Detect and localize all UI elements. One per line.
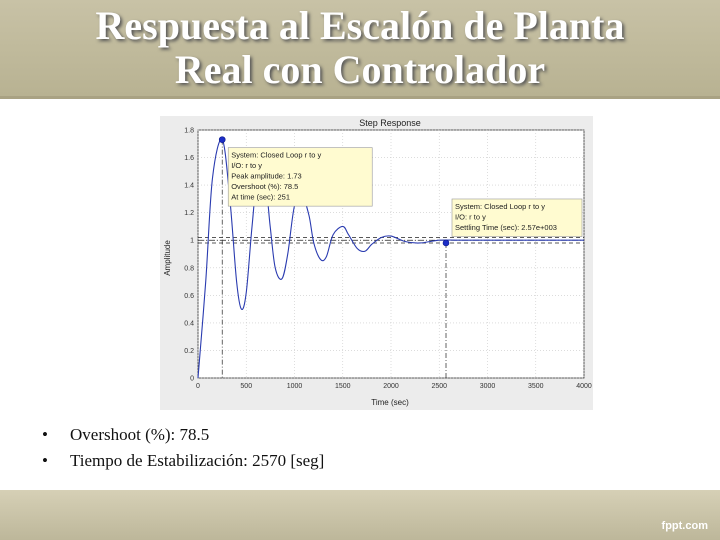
- slide-title-line-1: Respuesta al Escalón de Planta: [95, 3, 625, 48]
- y-tick-label: 1.4: [184, 183, 194, 190]
- data-tip-box: [451, 198, 583, 237]
- x-tick-label: 2500: [431, 383, 447, 390]
- y-tick-label: 0.6: [184, 293, 194, 300]
- data-tip-text: I/O: r to y: [231, 161, 262, 170]
- bullet-list: • Overshoot (%): 78.5 • Tiempo de Estabili…: [42, 422, 324, 474]
- title-band: [0, 0, 720, 99]
- x-tick-label: 0: [196, 383, 200, 390]
- slide-title-line-2: Real con Controlador: [174, 47, 546, 92]
- x-tick-label: 3500: [528, 383, 544, 390]
- data-tip-text: Peak amplitude: 1.73: [231, 172, 301, 181]
- data-tip-text: System: Closed Loop r to y: [231, 151, 321, 160]
- x-tick-label: 500: [240, 383, 252, 390]
- y-tick-label: 0.4: [184, 320, 194, 327]
- step-response-chart: Step Response Time (sec) Amplitude 0 500 1…: [163, 118, 592, 407]
- data-tip-marker: [442, 239, 450, 247]
- y-tick-label: 1.6: [184, 155, 194, 162]
- bullet-text: Overshoot (%): 78.5: [70, 425, 210, 444]
- bullet-marker: •: [42, 451, 48, 470]
- y-tick-label: 0.8: [184, 265, 194, 272]
- bullet-text: Tiempo de Estabilización: 2570 [seg]: [70, 451, 325, 470]
- data-tip-text: Overshoot (%): 78.5: [231, 182, 298, 191]
- data-tip-marker: [218, 136, 226, 143]
- x-tick-label: 3000: [480, 383, 496, 390]
- footer-band: fppt.com: [0, 490, 720, 540]
- step-response-line: [197, 138, 584, 379]
- y-axis-label: Amplitude: [163, 240, 172, 276]
- bullet-item-settling-time: • Tiempo de Estabilización: 2570 [seg]: [42, 448, 324, 474]
- y-tick-label: 1: [190, 238, 194, 245]
- chart-title: Step Response: [359, 118, 421, 128]
- data-tip-text: I/O: r to y: [455, 212, 486, 221]
- x-tick-label: 2000: [383, 383, 399, 390]
- x-tick-label: 1000: [287, 383, 303, 390]
- data-tip-text: System: Closed Loop r to y: [455, 202, 545, 211]
- y-tick-label: 0.2: [184, 348, 194, 355]
- bullet-item-overshoot: • Overshoot (%): 78.5: [42, 422, 324, 448]
- data-tip-text: At time (sec): 251: [231, 193, 290, 202]
- data-tip-text: Settling Time (sec): 2.57e+003: [455, 223, 557, 232]
- x-tick-label: 1500: [335, 383, 351, 390]
- x-tick-label: 4000: [576, 383, 592, 390]
- slide-title: Respuesta al Escalón de Planta Real con …: [0, 4, 720, 92]
- x-axis-label: Time (sec): [371, 398, 409, 407]
- y-tick-label: 1.2: [184, 210, 194, 217]
- data-tip-box: [227, 147, 373, 207]
- step-response-figure: Step Response Time (sec) Amplitude 0 500 1…: [160, 116, 593, 410]
- bullet-marker: •: [42, 425, 48, 444]
- watermark-text: fppt.com: [661, 520, 708, 532]
- y-tick-label: 0: [190, 376, 194, 383]
- y-tick-label: 1.8: [184, 128, 194, 135]
